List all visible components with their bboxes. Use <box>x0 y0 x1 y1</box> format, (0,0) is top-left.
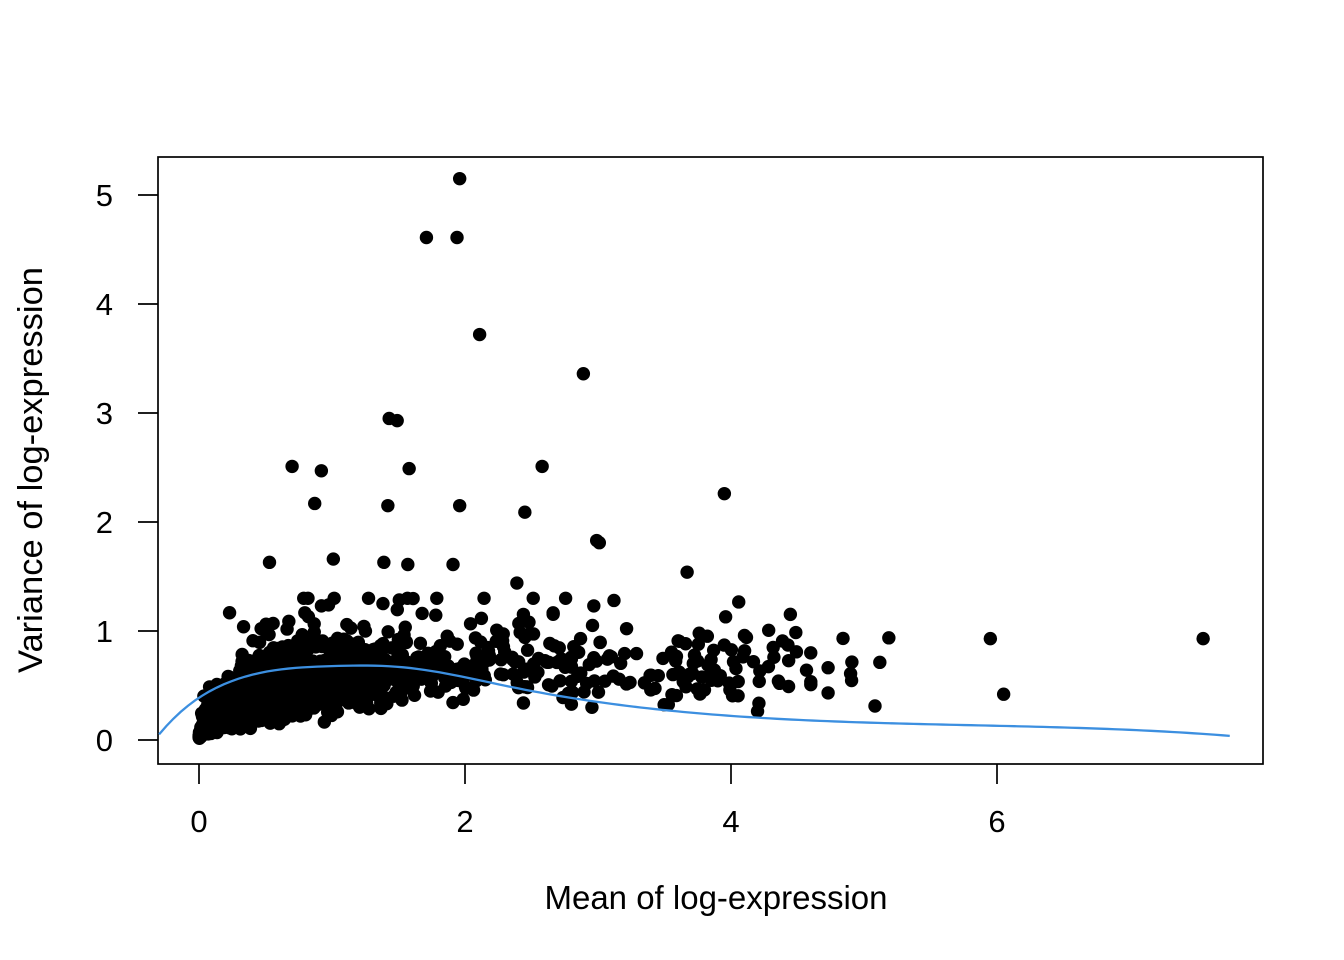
svg-text:Variance of log-expression: Variance of log-expression <box>12 267 50 673</box>
svg-text:2: 2 <box>96 505 113 540</box>
svg-text:3: 3 <box>96 396 113 431</box>
svg-text:1: 1 <box>96 614 113 649</box>
svg-text:Mean of log-expression: Mean of log-expression <box>544 879 887 916</box>
svg-text:0: 0 <box>96 723 113 758</box>
svg-text:2: 2 <box>456 804 473 839</box>
svg-text:4: 4 <box>722 804 739 839</box>
svg-text:6: 6 <box>988 804 1005 839</box>
svg-text:5: 5 <box>96 178 113 213</box>
svg-text:0: 0 <box>190 804 207 839</box>
svg-text:4: 4 <box>96 287 113 322</box>
